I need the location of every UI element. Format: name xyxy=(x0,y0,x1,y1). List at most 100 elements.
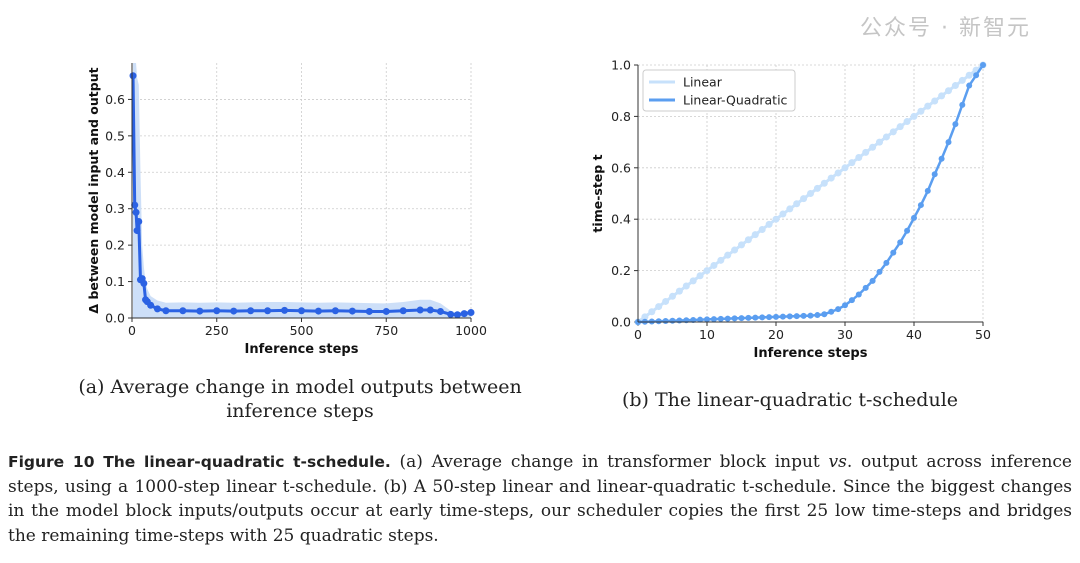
data-point xyxy=(230,307,238,315)
data-point xyxy=(965,71,973,79)
x-tick-label: 0 xyxy=(634,327,642,342)
y-tick-label: 1.0 xyxy=(611,58,631,73)
data-point xyxy=(959,101,966,108)
data-point xyxy=(813,184,821,192)
data-point xyxy=(773,313,779,320)
watermark: 公众号 · 新智元 xyxy=(860,16,1031,41)
data-point xyxy=(793,200,801,208)
y-tick-label: 0.0 xyxy=(105,311,125,326)
data-point xyxy=(264,307,272,315)
data-point xyxy=(980,62,986,68)
x-tick-label: 10 xyxy=(699,327,715,342)
data-point xyxy=(745,314,752,321)
x-tick-label: 50 xyxy=(975,327,991,342)
data-point xyxy=(703,267,711,275)
data-point xyxy=(779,313,786,320)
data-point xyxy=(690,316,697,323)
data-point xyxy=(331,307,339,315)
data-point xyxy=(869,143,877,151)
data-point xyxy=(793,313,800,320)
data-point xyxy=(904,227,911,234)
data-point xyxy=(855,291,862,298)
data-point xyxy=(247,307,255,315)
x-tick-label: 20 xyxy=(768,327,784,342)
data-point xyxy=(938,92,946,100)
data-point xyxy=(917,202,924,209)
data-point xyxy=(365,307,373,315)
subcaption-b: (b) The linear-quadratic t-schedule xyxy=(621,389,959,411)
x-tick-label: 0 xyxy=(128,323,136,338)
x-tick-label: 500 xyxy=(290,323,314,338)
data-point xyxy=(814,312,821,319)
caption-text-1: (a) Average change in transformer block … xyxy=(390,452,829,472)
data-point xyxy=(862,148,870,156)
data-point xyxy=(917,107,925,115)
data-point xyxy=(655,318,662,325)
data-point xyxy=(786,205,794,213)
data-point xyxy=(675,287,683,295)
data-point xyxy=(759,314,766,321)
data-point xyxy=(910,112,918,120)
y-tick-label: 0.6 xyxy=(611,160,631,175)
data-point xyxy=(931,171,938,178)
y-tick-label: 0.5 xyxy=(105,128,125,143)
data-point xyxy=(460,310,468,318)
figure: 0 250 500 750 10000.00.10.20.30.40.50.6Infer… xyxy=(86,58,991,362)
data-point xyxy=(135,217,143,225)
data-point xyxy=(298,307,305,315)
y-axis-label: Δ between model input and output xyxy=(86,67,101,313)
data-point xyxy=(945,139,952,146)
data-point xyxy=(724,251,732,259)
data-point xyxy=(147,301,155,309)
data-point xyxy=(669,292,676,300)
data-point xyxy=(153,305,161,313)
legend-label: Linear-Quadratic xyxy=(683,93,788,108)
data-point xyxy=(669,317,676,324)
data-point xyxy=(689,277,697,285)
data-point xyxy=(399,307,407,315)
data-point xyxy=(140,279,148,287)
data-point xyxy=(738,315,745,322)
data-point xyxy=(876,138,883,146)
data-point xyxy=(827,174,835,182)
data-point xyxy=(841,164,849,172)
data-point xyxy=(416,306,424,314)
data-point xyxy=(882,133,890,141)
data-point xyxy=(924,187,931,194)
data-point xyxy=(682,282,690,290)
data-point xyxy=(662,297,670,305)
data-point xyxy=(883,259,890,266)
data-point xyxy=(834,169,842,177)
x-tick-label: 750 xyxy=(374,323,398,338)
legend-box xyxy=(642,69,796,112)
x-axis-label: Inference steps xyxy=(245,342,359,357)
caption-text-2: . output across inference steps, using a… xyxy=(8,452,1072,546)
data-point xyxy=(842,302,848,309)
data-point xyxy=(751,231,759,239)
data-point xyxy=(348,307,356,315)
data-point xyxy=(129,72,137,80)
y-tick-label: 0.6 xyxy=(105,92,125,107)
y-tick-label: 0.0 xyxy=(611,315,631,330)
data-point xyxy=(697,316,704,323)
data-point xyxy=(835,306,842,313)
caption-vs: vs xyxy=(828,452,847,472)
data-point xyxy=(890,249,897,256)
data-point xyxy=(717,315,724,322)
data-point xyxy=(966,82,973,89)
data-point xyxy=(855,154,863,162)
y-tick-label: 0.3 xyxy=(105,201,125,216)
data-point xyxy=(938,155,945,162)
data-point xyxy=(710,261,718,269)
data-point xyxy=(133,227,141,235)
data-point xyxy=(758,225,766,233)
data-point xyxy=(779,210,787,218)
data-point xyxy=(903,118,911,126)
y-tick-label: 0.1 xyxy=(105,274,125,289)
x-axis-label: Inference steps xyxy=(754,346,868,361)
data-point xyxy=(862,284,869,291)
data-point xyxy=(453,311,461,319)
data-point xyxy=(952,121,959,128)
data-point xyxy=(710,316,717,323)
data-point xyxy=(820,179,828,187)
